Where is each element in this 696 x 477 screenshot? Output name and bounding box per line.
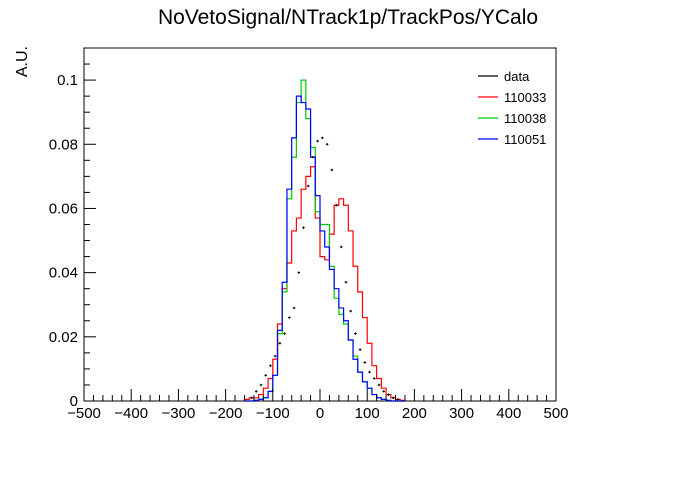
data-point: [330, 168, 334, 172]
data-point: [344, 281, 348, 284]
y-tick-label: 0.08: [49, 136, 78, 153]
data-point: [297, 271, 301, 274]
data-point: [283, 332, 286, 335]
data-point: [311, 155, 315, 159]
legend-entry-data: data: [478, 69, 530, 84]
data-point: [387, 393, 390, 396]
data-point: [363, 361, 367, 364]
data-point: [358, 348, 362, 351]
series-110033-step-line: [243, 166, 406, 401]
data-point: [288, 316, 291, 319]
legend-entry-110051: 110051: [478, 132, 546, 147]
data-point: [273, 354, 277, 358]
y-tick-label: 0.1: [57, 72, 78, 89]
x-tick-label: 500: [543, 405, 568, 422]
legend-entry-110038: 110038: [478, 111, 546, 126]
y-tick-label: 0.04: [49, 265, 78, 282]
data-point: [302, 226, 305, 229]
data-point: [278, 342, 282, 345]
data-point: [335, 204, 338, 207]
x-tick-label: −200: [209, 405, 243, 422]
series-110051-step-line: [244, 95, 405, 402]
x-tick-label: −300: [162, 405, 196, 422]
chart-title: NoVetoSignal/NTrack1p/TrackPos/YCalo: [158, 6, 538, 29]
x-tick-label: 200: [402, 405, 427, 422]
x-tick-label: 100: [355, 405, 380, 422]
data-point: [292, 306, 296, 310]
x-tick-label: 0: [316, 405, 324, 422]
data-point: [396, 398, 400, 401]
data-point: [325, 143, 329, 146]
data-point: [306, 184, 310, 188]
data-point: [254, 390, 258, 393]
x-tick-label: −400: [114, 405, 148, 422]
data-point: [391, 396, 395, 399]
y-tick-label: 0.02: [49, 329, 78, 346]
y-axis-label: A.U.: [14, 46, 31, 77]
x-tick-label: 400: [496, 405, 521, 422]
data-point: [259, 383, 263, 387]
legend: data 110033 110038 110051: [478, 69, 546, 147]
data-point: [321, 136, 324, 140]
legend-label: 110051: [504, 132, 546, 147]
data-point: [368, 370, 371, 374]
x-tick-label: −500: [67, 405, 101, 422]
x-tick-label: 300: [449, 405, 474, 422]
data-point: [372, 377, 376, 380]
data-point: [250, 396, 253, 399]
data-point: [264, 374, 268, 377]
x-tick-label: −100: [256, 405, 290, 422]
series-layer: [243, 79, 406, 402]
data-point: [377, 383, 381, 387]
legend-label: data: [504, 69, 530, 84]
data-point: [316, 139, 319, 143]
legend-entry-110033: 110033: [478, 90, 546, 105]
data-point: [354, 332, 357, 335]
data-point: [269, 364, 272, 367]
legend-label: 110038: [504, 111, 546, 126]
data-point: [382, 390, 386, 393]
axes-layer: −500 −400 −300 −200 −100 0 100 200 300 400 500 0 0.0…: [49, 47, 569, 422]
y-tick-label: 0.06: [49, 200, 78, 217]
data-point: [339, 245, 343, 249]
y-tick-label: 0: [70, 393, 78, 410]
legend-label: 110033: [504, 90, 546, 105]
data-point: [349, 309, 352, 313]
